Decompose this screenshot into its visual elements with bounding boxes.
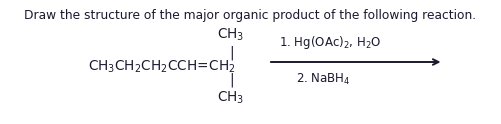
Text: |: |: [229, 46, 234, 60]
Text: CH$_3$: CH$_3$: [217, 27, 244, 43]
Text: CH$_3$: CH$_3$: [217, 89, 244, 106]
Text: |: |: [229, 73, 234, 87]
Text: 2. NaBH$_4$: 2. NaBH$_4$: [296, 72, 351, 87]
Text: CH$_3$CH$_2$CH$_2$CCH$\!=\!$CH$_2$: CH$_3$CH$_2$CH$_2$CCH$\!=\!$CH$_2$: [88, 58, 235, 75]
Text: Draw the structure of the major organic product of the following reaction.: Draw the structure of the major organic …: [25, 9, 476, 22]
Text: 1. Hg(OAc)$_2$, H$_2$O: 1. Hg(OAc)$_2$, H$_2$O: [280, 34, 382, 51]
